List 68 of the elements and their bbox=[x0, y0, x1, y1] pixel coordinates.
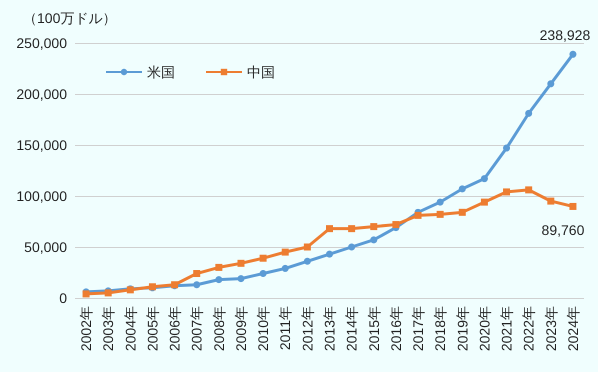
x-tick-label: 2022年 bbox=[520, 306, 537, 352]
point bbox=[215, 264, 222, 271]
point bbox=[370, 236, 378, 244]
point bbox=[348, 225, 356, 232]
x-tick-label: 2009年 bbox=[232, 306, 249, 352]
y-tick-label: 100,000 bbox=[16, 188, 68, 204]
x-tick-label: 2010年 bbox=[255, 306, 272, 352]
x-tick-label: 2005年 bbox=[144, 306, 160, 352]
point bbox=[414, 212, 422, 219]
x-tick-label: 2016年 bbox=[388, 306, 404, 352]
point bbox=[260, 254, 267, 262]
x-tick-label: 2012年 bbox=[299, 306, 316, 352]
point bbox=[193, 281, 200, 288]
x-tick-label: 2020年 bbox=[476, 306, 492, 352]
y-tick-label: 250,000 bbox=[16, 35, 68, 51]
legend-label: 中国 bbox=[247, 64, 275, 80]
point bbox=[282, 248, 289, 256]
point bbox=[193, 270, 200, 278]
point bbox=[503, 188, 510, 196]
point bbox=[370, 223, 378, 230]
x-tick-label: 2017年 bbox=[410, 306, 426, 352]
point bbox=[304, 244, 311, 250]
x-tick-label: 2021年 bbox=[498, 306, 515, 352]
data-label: 238,928 bbox=[540, 26, 590, 43]
legend-label: 米国 bbox=[147, 64, 175, 80]
x-tick-label: 2002年 bbox=[78, 306, 94, 352]
point bbox=[547, 80, 554, 88]
x-tick-label: 2015年 bbox=[366, 306, 382, 352]
x-tick-label: 2013年 bbox=[322, 306, 338, 352]
data-label: 89,760 bbox=[542, 222, 585, 238]
x-tick-label: 2004年 bbox=[122, 306, 138, 352]
point bbox=[237, 260, 244, 267]
point bbox=[215, 276, 222, 284]
x-tick-label: 2023年 bbox=[542, 306, 559, 352]
x-tick-label: 2003年 bbox=[100, 306, 116, 352]
point bbox=[260, 270, 267, 278]
x-tick-label: 2007年 bbox=[188, 306, 205, 352]
point bbox=[326, 225, 333, 232]
y-tick-label: 200,000 bbox=[16, 86, 68, 102]
x-tick-label: 2011年 bbox=[277, 306, 294, 350]
point bbox=[436, 198, 444, 206]
y-tick-label: 150,000 bbox=[16, 137, 68, 153]
point bbox=[458, 185, 466, 192]
x-tick-label: 2024年 bbox=[564, 306, 581, 352]
x-tick-label: 2014年 bbox=[344, 306, 360, 352]
point bbox=[480, 198, 488, 206]
y-axis-title: （100万ドル） bbox=[23, 10, 116, 26]
point bbox=[458, 208, 466, 216]
x-tick-label: 2019年 bbox=[454, 306, 470, 352]
x-tick-label: 2018年 bbox=[432, 306, 448, 352]
x-tick-label: 2008年 bbox=[210, 306, 227, 352]
y-tick-label: 50,000 bbox=[24, 239, 68, 255]
point bbox=[503, 144, 510, 152]
point bbox=[569, 50, 576, 58]
point bbox=[436, 210, 444, 218]
point bbox=[348, 244, 356, 250]
point bbox=[237, 275, 244, 282]
point bbox=[282, 264, 289, 272]
point bbox=[326, 250, 333, 258]
point bbox=[525, 110, 532, 117]
point bbox=[304, 258, 311, 265]
point bbox=[569, 202, 576, 210]
point bbox=[392, 221, 400, 228]
point bbox=[525, 186, 532, 194]
x-tick-label: 2006年 bbox=[166, 306, 183, 352]
point bbox=[547, 198, 554, 205]
point bbox=[480, 175, 488, 182]
y-tick-label: 0 bbox=[59, 290, 68, 306]
